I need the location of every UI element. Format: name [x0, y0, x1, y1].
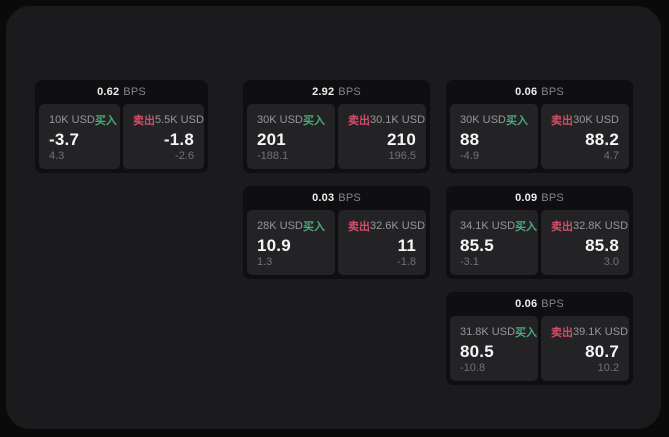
- card-bps-header: 0.03 BPS: [247, 186, 426, 210]
- sell-panel[interactable]: 卖出 39.1K USD 80.7 10.2: [541, 316, 629, 381]
- sell-price: 11: [397, 235, 416, 255]
- sell-amount: 32.6K USD: [370, 220, 426, 232]
- sell-delta: -2.6: [175, 150, 194, 162]
- sell-panel[interactable]: 卖出 32.6K USD 11 -1.8: [338, 210, 426, 275]
- buy-amount: 34.1K USD: [460, 220, 516, 232]
- sell-price: 85.8: [585, 235, 619, 255]
- card-bps-header: 0.09 BPS: [450, 186, 629, 210]
- buy-side-label: 买入: [303, 221, 325, 233]
- buy-panel[interactable]: 30K USD 买入 201 -188.1: [247, 104, 335, 169]
- buy-amount: 28K USD: [257, 220, 303, 232]
- buy-price: 80.5: [460, 341, 494, 361]
- sell-side-label: 卖出: [348, 221, 370, 233]
- quote-card: 0.62 BPS 10K USD 买入 -3.7 4.3 卖出 5.5K USD…: [35, 80, 208, 173]
- card-bps-header: 0.62 BPS: [39, 80, 204, 104]
- buy-delta: 1.3: [257, 256, 273, 268]
- sell-delta: 3.0: [603, 256, 619, 268]
- bps-value: 0.06: [515, 86, 538, 98]
- buy-panel[interactable]: 31.8K USD 买入 80.5 -10.8: [450, 316, 538, 381]
- buy-price: 201: [257, 129, 286, 149]
- sell-side-label: 卖出: [133, 115, 155, 127]
- sell-delta: 196.5: [388, 150, 416, 162]
- bps-unit-label: BPS: [338, 86, 361, 98]
- buy-side-label: 买入: [303, 115, 325, 127]
- buy-side-label: 买入: [515, 327, 538, 339]
- buy-delta: 4.3: [49, 150, 65, 162]
- sell-side-label: 卖出: [551, 115, 573, 127]
- buy-amount: 10K USD: [49, 114, 95, 126]
- bps-unit-label: BPS: [123, 86, 146, 98]
- sell-amount: 32.8K USD: [573, 220, 629, 232]
- quote-card: 0.03 BPS 28K USD 买入 10.9 1.3 卖出 32.6K US…: [243, 186, 430, 279]
- buy-price: 88: [460, 129, 480, 149]
- quote-panels: 31.8K USD 买入 80.5 -10.8 卖出 39.1K USD 80.…: [450, 316, 629, 381]
- sell-price: 88.2: [585, 129, 619, 149]
- bps-value: 0.62: [97, 86, 120, 98]
- buy-delta: -4.9: [460, 150, 479, 162]
- card-bps-header: 0.06 BPS: [450, 80, 629, 104]
- sell-amount: 39.1K USD: [573, 326, 629, 338]
- buy-panel[interactable]: 10K USD 买入 -3.7 4.3: [39, 104, 120, 169]
- sell-price: 80.7: [585, 341, 619, 361]
- quote-panels: 30K USD 买入 201 -188.1 卖出 30.1K USD 210 1…: [247, 104, 426, 169]
- buy-amount: 30K USD: [460, 114, 506, 126]
- sell-panel[interactable]: 卖出 5.5K USD -1.8 -2.6: [123, 104, 204, 169]
- buy-side-label: 买入: [94, 115, 117, 127]
- buy-delta: -188.1: [257, 150, 289, 162]
- sell-delta: 4.7: [603, 150, 619, 162]
- quote-card: 0.09 BPS 34.1K USD 买入 85.5 -3.1 卖出 32.8K…: [446, 186, 633, 279]
- sell-price: 210: [387, 129, 416, 149]
- sell-side-label: 卖出: [551, 327, 573, 339]
- buy-side-label: 买入: [506, 115, 528, 127]
- bps-unit-label: BPS: [338, 192, 361, 204]
- buy-panel[interactable]: 34.1K USD 买入 85.5 -3.1: [450, 210, 538, 275]
- sell-side-label: 卖出: [551, 221, 573, 233]
- quote-panels: 34.1K USD 买入 85.5 -3.1 卖出 32.8K USD 85.8…: [450, 210, 629, 275]
- sell-panel[interactable]: 卖出 32.8K USD 85.8 3.0: [541, 210, 629, 275]
- card-bps-header: 2.92 BPS: [247, 80, 426, 104]
- buy-side-label: 买入: [515, 221, 538, 233]
- quote-panels: 30K USD 买入 88 -4.9 卖出 30K USD 88.2 4.7: [450, 104, 629, 169]
- buy-price: 10.9: [257, 235, 291, 255]
- buy-panel[interactable]: 28K USD 买入 10.9 1.3: [247, 210, 335, 275]
- card-bps-header: 0.06 BPS: [450, 292, 629, 316]
- sell-panel[interactable]: 卖出 30.1K USD 210 196.5: [338, 104, 426, 169]
- buy-delta: -3.1: [460, 256, 479, 268]
- sell-delta: 10.2: [597, 362, 619, 374]
- bps-value: 0.06: [515, 298, 538, 310]
- sell-price: -1.8: [163, 129, 194, 149]
- bps-value: 0.03: [312, 192, 335, 204]
- bps-unit-label: BPS: [541, 192, 564, 204]
- buy-amount: 31.8K USD: [460, 326, 516, 338]
- quote-panels: 28K USD 买入 10.9 1.3 卖出 32.6K USD 11 -1.8: [247, 210, 426, 275]
- buy-panel[interactable]: 30K USD 买入 88 -4.9: [450, 104, 538, 169]
- quote-card: 2.92 BPS 30K USD 买入 201 -188.1 卖出 30.1K …: [243, 80, 430, 173]
- buy-amount: 30K USD: [257, 114, 303, 126]
- quote-card: 0.06 BPS 30K USD 买入 88 -4.9 卖出 30K USD 8…: [446, 80, 633, 173]
- sell-amount: 30K USD: [573, 114, 619, 126]
- buy-delta: -10.8: [460, 362, 486, 374]
- sell-panel[interactable]: 卖出 30K USD 88.2 4.7: [541, 104, 629, 169]
- bps-value: 2.92: [312, 86, 335, 98]
- sell-side-label: 卖出: [348, 115, 370, 127]
- quote-card: 0.06 BPS 31.8K USD 买入 80.5 -10.8 卖出 39.1…: [446, 292, 633, 385]
- bps-unit-label: BPS: [541, 298, 564, 310]
- bps-value: 0.09: [515, 192, 538, 204]
- sell-amount: 30.1K USD: [370, 114, 426, 126]
- quote-panels: 10K USD 买入 -3.7 4.3 卖出 5.5K USD -1.8 -2.…: [39, 104, 204, 169]
- sell-amount: 5.5K USD: [155, 114, 204, 126]
- bps-unit-label: BPS: [541, 86, 564, 98]
- buy-price: -3.7: [49, 129, 80, 149]
- buy-price: 85.5: [460, 235, 494, 255]
- sell-delta: -1.8: [397, 256, 416, 268]
